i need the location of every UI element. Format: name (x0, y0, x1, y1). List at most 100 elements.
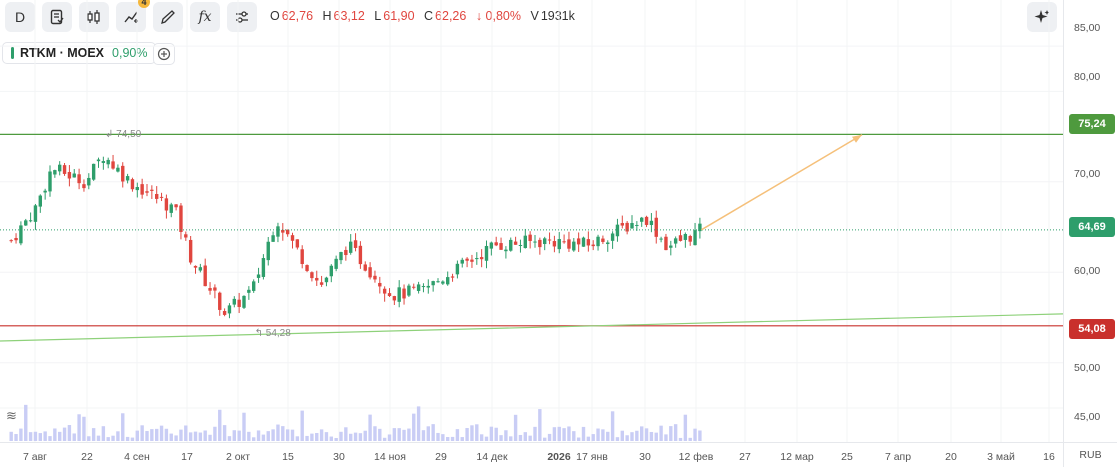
price-axis[interactable]: 85,00 80,00 70,00 60,00 50,00 45,00 75,2… (1063, 0, 1117, 467)
price-chart[interactable] (0, 0, 1063, 442)
time-tick: 27 (739, 451, 751, 463)
symbol-legend[interactable]: RTKM · MOEX 0,90% (2, 42, 157, 64)
high-annotation-value: 74,50 (116, 129, 142, 141)
candle-body (242, 295, 246, 308)
candle-body (111, 161, 115, 169)
candle-body (557, 239, 561, 250)
candle-body (155, 193, 159, 199)
volume-bar (402, 429, 406, 441)
volume-bar (242, 412, 246, 441)
volume-bar (518, 434, 523, 441)
high-label: H (322, 9, 332, 23)
formula-button[interactable]: fx (190, 2, 220, 32)
candle-body (276, 226, 280, 237)
volume-bar (266, 431, 270, 441)
candle-body (543, 238, 547, 245)
candle-body (615, 224, 620, 237)
volume-bar (67, 425, 72, 441)
close-label: C (424, 9, 434, 23)
volume-bar (319, 429, 324, 441)
volume-bar (494, 427, 498, 441)
candle-body (455, 263, 460, 275)
candle-body (261, 258, 266, 277)
volume-bar (106, 437, 110, 441)
price-tick: 45,00 (1074, 411, 1101, 423)
candle-body (315, 277, 319, 281)
low-label: L (374, 9, 382, 23)
volume-value: 1931k (540, 9, 575, 23)
candle-body (509, 239, 513, 251)
volume-bar (164, 428, 169, 441)
volume-bar (324, 432, 329, 441)
volume-bar (698, 430, 702, 441)
candle-body (470, 259, 474, 262)
candle-body (635, 224, 639, 226)
candle-body (499, 243, 503, 250)
volume-bar (121, 413, 125, 441)
time-tick: 14 дек (476, 451, 508, 463)
volume-bar (436, 432, 440, 441)
volume-bar (14, 434, 18, 441)
volume-bar (188, 432, 193, 441)
candle-body (159, 196, 164, 198)
volume-bar (261, 434, 266, 441)
chart-type-button[interactable] (79, 2, 109, 32)
candle-body (402, 288, 406, 299)
volume-bar (87, 436, 91, 441)
volume-bar (479, 434, 484, 441)
high-annotation: ↲ 74,50 (105, 129, 141, 140)
volume-bar (77, 414, 81, 441)
volume-bar (198, 432, 203, 441)
candle-body (596, 236, 600, 247)
candle-body (121, 165, 125, 182)
candle-body (465, 258, 469, 261)
candle-body (664, 236, 668, 251)
ai-assistant-button[interactable] (1027, 2, 1057, 32)
candle-body (567, 239, 571, 249)
candle-body (640, 217, 644, 222)
candle-body (363, 264, 367, 271)
volume-bar (247, 431, 251, 441)
candle-body (130, 179, 135, 190)
candle-body (77, 174, 81, 184)
volume-bar (460, 437, 464, 441)
time-axis[interactable]: 7 авг 22 4 сен 17 2 окт 15 30 14 ноя 29 … (0, 442, 1063, 467)
candle-body (48, 171, 52, 192)
candle-body (581, 237, 586, 247)
watchlist-button[interactable] (42, 2, 72, 32)
volume-bar (547, 433, 552, 441)
candle-body (281, 229, 285, 233)
volume-bar (382, 437, 387, 441)
low-annotation-value: 54,28 (265, 328, 291, 339)
candle-body (450, 276, 455, 278)
volume-bar (218, 409, 222, 441)
volume-bar (659, 425, 663, 441)
volume-bar (28, 432, 33, 441)
low-annotation: ↰ 54,28 (255, 328, 291, 339)
volume-bar (256, 430, 261, 441)
settings-button[interactable] (227, 2, 257, 32)
volume-bar (581, 426, 586, 441)
price-tick: 80,00 (1074, 71, 1101, 83)
candle-body (494, 242, 498, 246)
volume-bar (33, 431, 38, 441)
volume-bar (586, 436, 591, 441)
candle-body (504, 249, 508, 252)
drawing-tools-button[interactable] (153, 2, 183, 32)
volume-bar (24, 404, 28, 441)
time-tick: 20 (945, 451, 957, 463)
interval-button[interactable]: D (5, 2, 35, 32)
indicators-button[interactable]: 4 (116, 0, 150, 32)
candle-body (669, 245, 673, 248)
add-indicator-button[interactable] (153, 43, 175, 65)
candle-body (630, 223, 634, 229)
volume-bar (392, 428, 397, 441)
volume-bar (290, 429, 295, 441)
volume-bar (349, 433, 353, 441)
symbol-name: RTKM · MOEX (20, 46, 105, 60)
interval-label: D (14, 9, 26, 25)
time-tick: 29 (435, 451, 447, 463)
volume-scale-icon[interactable]: ≋ (6, 408, 17, 423)
volume-bar (465, 428, 469, 441)
